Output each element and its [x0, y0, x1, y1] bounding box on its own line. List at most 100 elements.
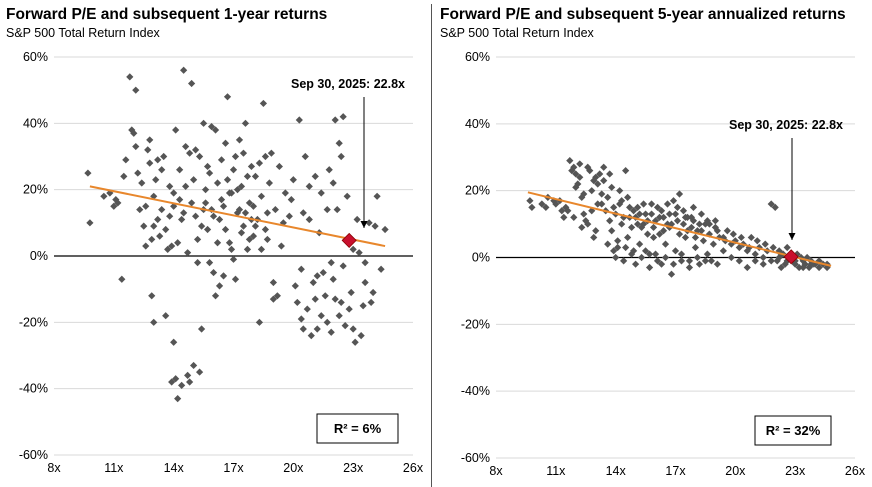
- data-point: [353, 215, 361, 224]
- data-point: [685, 257, 694, 265]
- data-point: [576, 160, 584, 168]
- data-point: [269, 278, 277, 287]
- data-point: [705, 220, 714, 228]
- data-point: [606, 217, 614, 225]
- data-point: [655, 230, 664, 238]
- data-point: [297, 265, 305, 273]
- data-point: [598, 190, 606, 198]
- data-point: [132, 142, 140, 151]
- data-point: [665, 210, 674, 218]
- data-point: [217, 156, 226, 164]
- data-point: [357, 332, 365, 340]
- data-point: [317, 189, 325, 197]
- data-point: [241, 119, 250, 127]
- data-point: [616, 187, 624, 195]
- data-point: [767, 257, 775, 265]
- data-point: [291, 282, 299, 290]
- data-point: [815, 263, 823, 272]
- data-point: [225, 239, 234, 247]
- x-tick-label: 20x: [725, 464, 746, 478]
- data-point: [711, 223, 719, 232]
- x-tick-label: 8x: [489, 464, 503, 478]
- data-point: [295, 116, 303, 124]
- y-tick-label: 0%: [472, 251, 490, 265]
- data-point: [653, 257, 662, 265]
- data-point: [319, 268, 327, 277]
- data-point: [713, 260, 721, 268]
- data-point: [667, 270, 676, 278]
- data-point: [695, 260, 704, 268]
- data-point: [608, 227, 616, 235]
- data-point: [148, 292, 156, 300]
- data-point: [194, 235, 202, 244]
- data-point: [659, 213, 668, 221]
- data-point: [349, 245, 357, 253]
- data-point: [176, 166, 184, 174]
- data-point: [695, 220, 704, 228]
- data-point: [580, 190, 588, 198]
- data-point: [333, 205, 341, 214]
- data-point: [769, 243, 777, 252]
- data-point: [681, 213, 690, 221]
- data-point: [622, 243, 630, 252]
- data-point: [759, 260, 767, 268]
- data-point: [168, 242, 176, 250]
- data-point: [197, 222, 206, 230]
- data-point: [293, 298, 301, 307]
- data-point: [265, 179, 273, 187]
- data-point: [526, 197, 534, 205]
- data-point: [751, 250, 759, 258]
- data-point: [285, 212, 293, 220]
- data-point: [341, 322, 349, 330]
- data-point: [703, 217, 712, 225]
- data-point: [136, 205, 144, 214]
- data-point: [150, 222, 158, 230]
- data-point: [86, 219, 94, 227]
- data-point: [188, 199, 196, 207]
- r-squared-box: [754, 415, 832, 446]
- data-point: [158, 205, 166, 214]
- data-point: [178, 215, 186, 224]
- data-point: [669, 197, 678, 205]
- data-point: [199, 119, 208, 127]
- data-point: [643, 230, 652, 238]
- data-point: [673, 203, 682, 211]
- data-point: [211, 126, 220, 134]
- data-point: [235, 136, 244, 144]
- data-point: [271, 205, 279, 214]
- data-point: [701, 220, 710, 228]
- x-tick-label: 14x: [164, 461, 185, 475]
- data-point: [205, 259, 214, 267]
- data-point: [580, 210, 588, 218]
- data-point: [588, 187, 596, 195]
- y-tick-label: 60%: [465, 50, 490, 64]
- data-point: [146, 159, 154, 167]
- data-point: [221, 225, 230, 234]
- data-point: [209, 212, 218, 220]
- data-point: [343, 192, 351, 200]
- data-point: [311, 295, 319, 303]
- y-tick-label: 0%: [30, 249, 48, 263]
- data-point: [144, 146, 152, 154]
- trend-line: [89, 185, 386, 248]
- data-point: [221, 139, 230, 147]
- data-point: [130, 129, 138, 137]
- data-point: [223, 93, 232, 101]
- data-point: [697, 210, 706, 218]
- data-point: [239, 222, 248, 230]
- data-point: [618, 220, 626, 228]
- data-point: [170, 189, 178, 197]
- data-point: [727, 253, 735, 262]
- y-tick-label: 40%: [23, 116, 48, 130]
- data-point: [213, 239, 222, 247]
- data-point: [237, 229, 246, 237]
- data-point: [132, 86, 140, 94]
- data-point: [211, 292, 220, 300]
- data-point: [679, 220, 688, 228]
- data-point: [309, 278, 317, 287]
- r-squared-label: R² = 32%: [766, 423, 821, 438]
- data-point: [299, 209, 307, 217]
- data-point: [162, 312, 170, 320]
- data-point: [182, 142, 190, 151]
- data-point: [373, 192, 381, 200]
